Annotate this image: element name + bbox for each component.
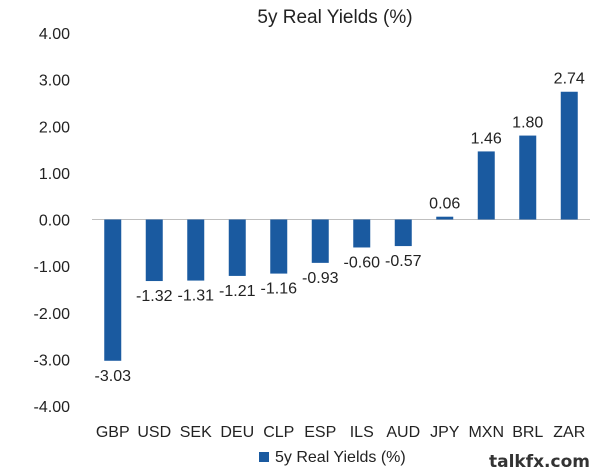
bar [145,219,163,282]
y-tick-label: 4.00 [39,26,70,43]
bar [477,151,495,220]
bar [228,219,246,276]
category-label: SEK [180,424,212,441]
category-label: CLP [263,424,294,441]
category-label: USD [137,424,171,441]
data-label: 1.80 [512,115,543,132]
legend-swatch [259,452,269,462]
bar [560,91,578,220]
data-label: -1.31 [178,288,215,305]
data-label: -1.16 [261,281,298,298]
data-label: -1.21 [219,283,256,300]
y-tick-label: 0.00 [39,213,70,230]
bar [436,216,454,220]
y-tick-label: 2.00 [39,119,70,136]
y-tick-label: -1.00 [34,259,71,276]
bar [270,219,288,274]
data-label: -0.60 [344,254,381,271]
y-axis: 4.00 3.00 2.00 1.00 0.00 -1.00 -2.00 -3.00 -4.00 [34,26,71,416]
category-label: MXN [468,424,504,441]
y-tick-label: 1.00 [39,166,70,183]
category-label: ZAR [553,424,585,441]
bar [519,135,537,220]
bar [104,219,122,361]
y-tick-label: -3.00 [34,352,71,369]
category-label: ESP [304,424,336,441]
category-label: DEU [220,424,254,441]
y-tick-label: -2.00 [34,306,71,323]
category-label: AUD [386,424,420,441]
legend-label: 5y Real Yields (%) [275,449,406,466]
data-label: -3.03 [95,368,132,385]
bar [353,219,371,248]
category-label: GBP [96,424,130,441]
bars [104,91,578,361]
category-label: ILS [350,424,374,441]
data-label: 1.46 [471,130,502,147]
chart-title: 5y Real Yields (%) [257,7,412,28]
y-tick-label: -4.00 [34,399,71,416]
data-label: 0.06 [429,196,460,213]
category-label: BRL [512,424,543,441]
bar [187,219,205,281]
data-labels: -3.03 -1.32 -1.31 -1.21 -1.16-0.93 -0.60 -0.57… [95,71,585,385]
category-labels: GBP USD SEK DEU CLP ESP ILS AUD JPY MXN BRL ZAR [96,424,585,441]
bar [394,219,412,247]
data-label: -0.93 [302,270,339,287]
data-label: -0.57 [385,253,422,270]
legend: 5y Real Yields (%) [259,449,406,466]
data-label: 2.74 [554,71,585,88]
watermark: talkfx.com [489,452,590,472]
bar [311,219,329,263]
category-label: JPY [430,424,460,441]
data-label: -1.32 [136,288,173,305]
y-tick-label: 3.00 [39,73,70,90]
